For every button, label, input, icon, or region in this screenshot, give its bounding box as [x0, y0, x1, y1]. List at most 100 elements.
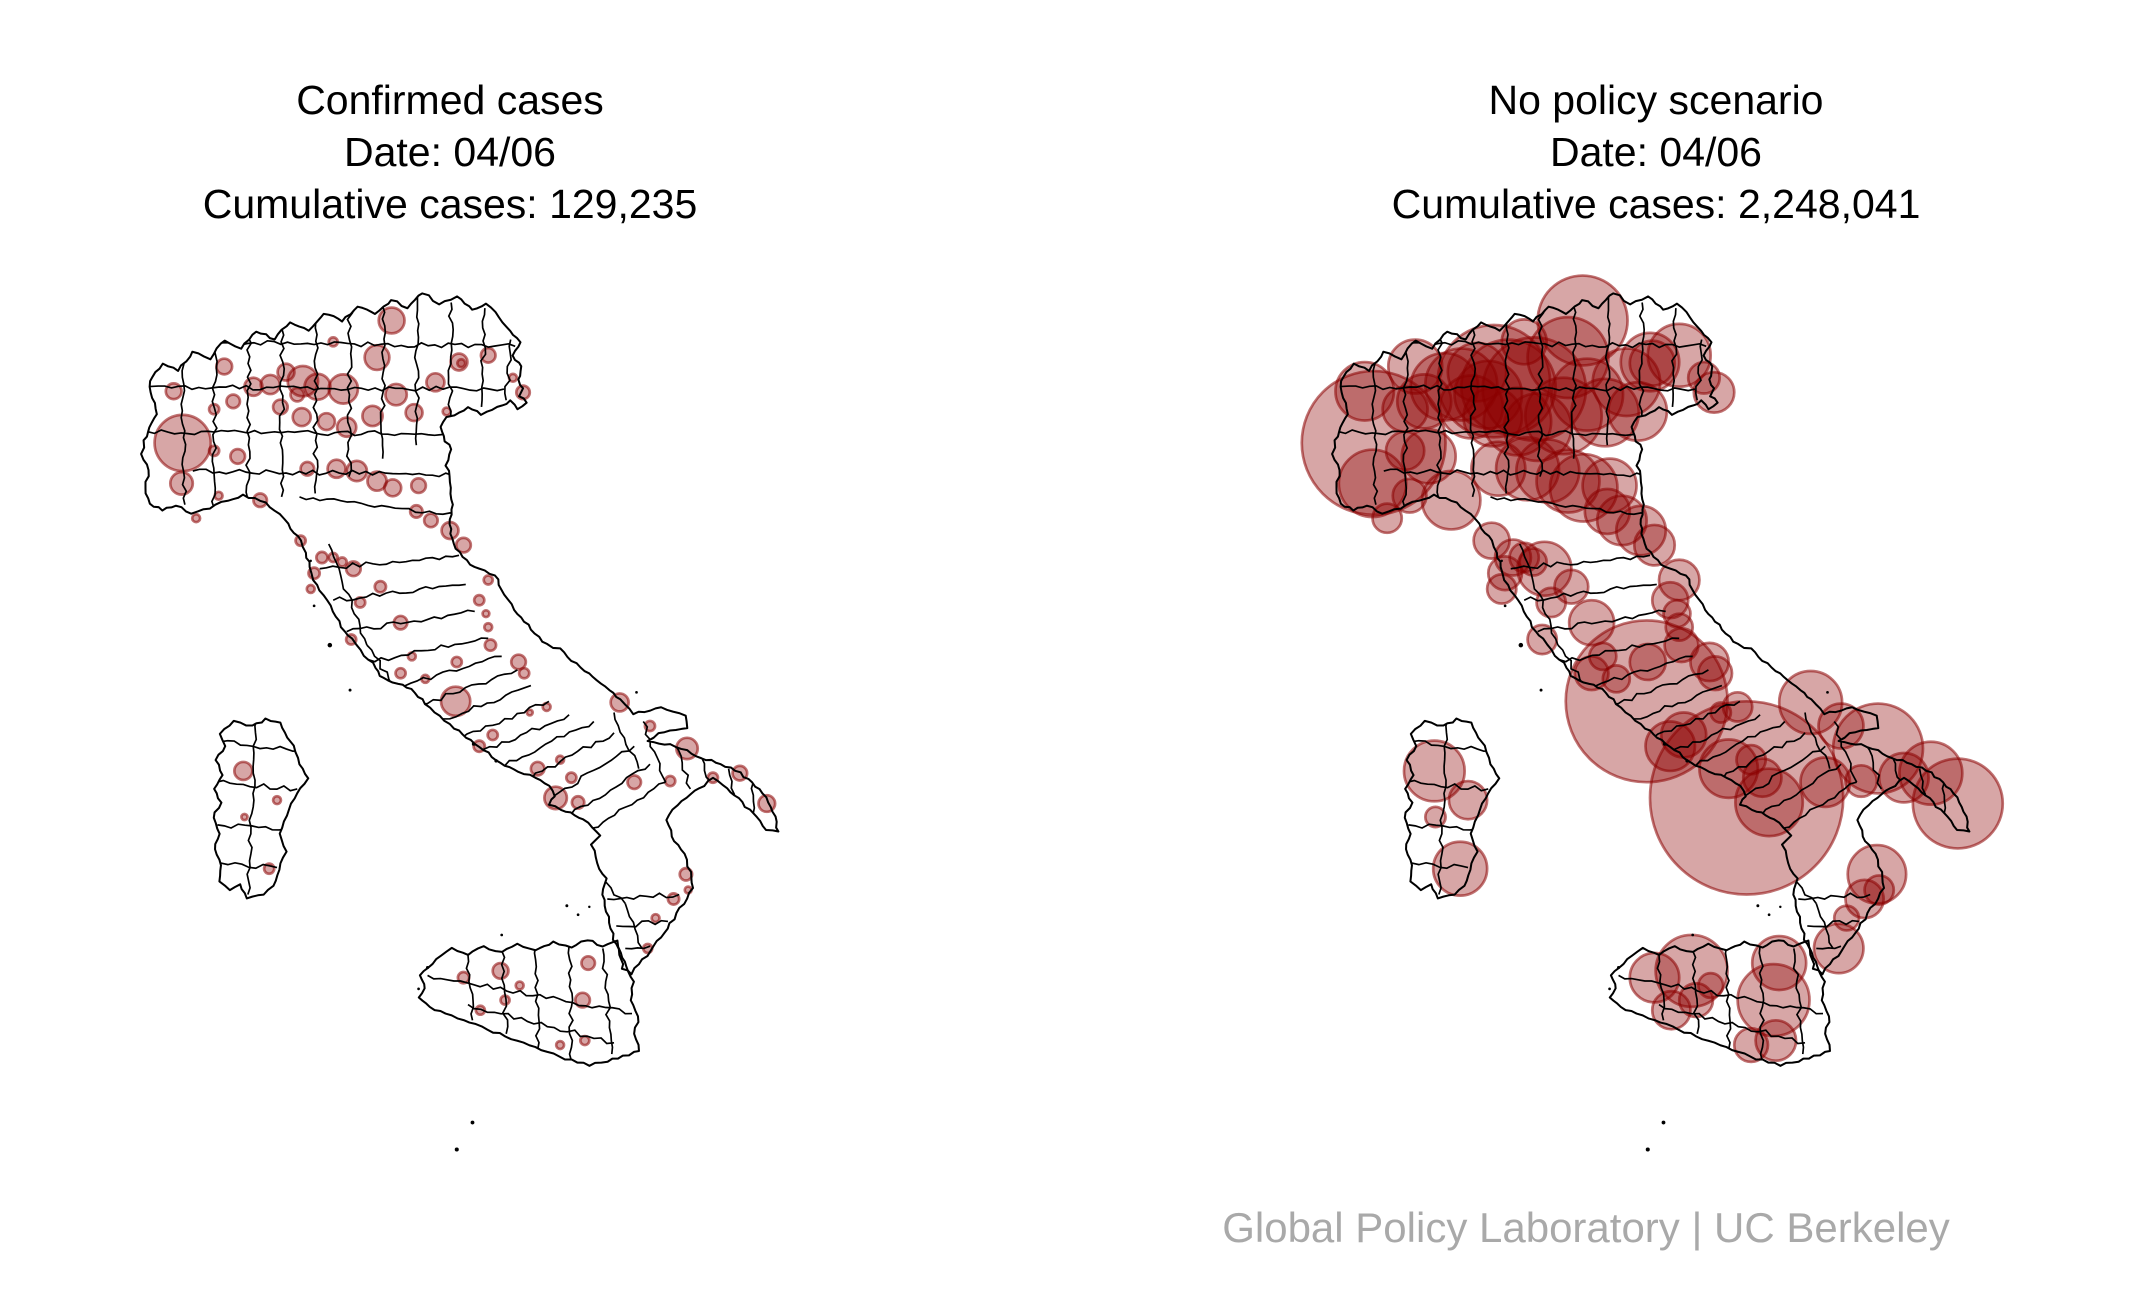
case-bubble [225, 393, 242, 410]
case-bubble [1526, 315, 1610, 400]
case-bubble [373, 579, 388, 594]
case-bubble [336, 556, 349, 568]
islet-dot [1645, 1147, 1650, 1152]
islet-dot [1500, 559, 1503, 563]
islet-dot [1503, 604, 1507, 608]
case-bubble [289, 386, 306, 403]
case-bubble [573, 991, 592, 1009]
islet-dot [1608, 987, 1611, 991]
case-bubble [509, 653, 528, 671]
case-bubble [486, 728, 500, 742]
islet-dot [417, 987, 420, 991]
case-bubble [1518, 547, 1549, 577]
case-bubble [1844, 763, 1879, 799]
case-bubble [525, 708, 535, 717]
case-bubble [450, 655, 464, 669]
islet-dot [327, 642, 333, 648]
case-bubble [609, 692, 630, 713]
case-bubble [271, 398, 290, 416]
case-bubble [626, 774, 643, 791]
confirmed-date: Date: 04/06 [344, 129, 556, 175]
islet-dot [588, 905, 591, 909]
confirmed-title: Confirmed cases [296, 77, 604, 123]
case-bubble [190, 512, 202, 524]
no-policy-panel-title: No policy scenario Date: 04/06 Cumulativ… [1306, 74, 2006, 230]
italy-map-no-policy-scenario [1300, 274, 2005, 1152]
case-bubble [215, 357, 234, 376]
case-bubble [425, 371, 446, 393]
islet-dot [309, 559, 312, 563]
islet-dot [494, 759, 498, 763]
italy-map-confirmed-cases [140, 292, 780, 1152]
islet-dot [312, 604, 316, 608]
case-bubble [404, 402, 424, 423]
case-bubble [1812, 922, 1865, 975]
case-bubble [1632, 523, 1677, 567]
case-bubble [276, 362, 296, 382]
case-bubble [1485, 573, 1518, 605]
case-bubble [663, 774, 677, 788]
islet-dot [1518, 642, 1524, 648]
case-bubble [491, 961, 510, 981]
islet-dot [348, 688, 352, 692]
case-bubble [1431, 840, 1489, 897]
case-bubble [517, 666, 531, 680]
islet-dot [1661, 1120, 1666, 1125]
attribution-text: Global Policy Laboratory | UC Berkeley [1222, 1204, 1950, 1251]
case-bubble [315, 550, 329, 565]
case-bubble [259, 373, 282, 396]
case-bubble [326, 458, 347, 480]
case-bubble [1754, 1018, 1798, 1063]
islet-dot [1756, 904, 1760, 908]
case-bubble [650, 912, 661, 924]
islet-dot [576, 913, 580, 917]
islet-dot [425, 965, 430, 970]
case-bubble [482, 574, 495, 586]
islet-dot [1685, 759, 1689, 763]
case-bubble [316, 411, 337, 432]
case-bubble [422, 512, 440, 529]
case-bubble [564, 771, 578, 785]
case-bubble [482, 621, 494, 633]
case-bubble [305, 583, 317, 595]
case-bubble [554, 754, 566, 765]
islet-dot [1767, 913, 1771, 917]
case-bubble [409, 476, 428, 495]
case-bubble [483, 638, 498, 653]
islet-dot [1691, 933, 1695, 937]
case-bubble [1696, 971, 1725, 1000]
case-bubbles-layer [1300, 274, 2005, 1064]
islet-dot [1616, 965, 1621, 970]
coastline-layer [1331, 292, 1971, 1152]
islet-dot [454, 1147, 459, 1152]
confirmed-cumulative: Cumulative cases: 129,235 [202, 181, 698, 227]
case-bubble [408, 503, 424, 519]
islet-dot [635, 690, 638, 694]
coastline-layer [140, 292, 780, 1152]
case-bubble [1817, 702, 1865, 750]
case-bubble [271, 794, 283, 806]
case-bubble [1628, 642, 1668, 682]
case-bubble [345, 459, 369, 483]
province-borders-layer [144, 296, 756, 1061]
case-bubble [1371, 502, 1404, 535]
case-bubble [1447, 779, 1489, 821]
no-policy-cumulative: Cumulative cases: 2,248,041 [1391, 181, 1921, 227]
confirmed-panel-title: Confirmed cases Date: 04/06 Cumulative c… [100, 74, 800, 230]
no-policy-date: Date: 04/06 [1550, 129, 1762, 175]
islet-dot [1779, 905, 1782, 909]
case-bubble [1911, 757, 2005, 850]
case-bubble [529, 760, 546, 777]
case-bubble [1535, 586, 1568, 619]
case-bubble [382, 478, 403, 498]
case-bubble [1549, 357, 1625, 432]
islet-dot [470, 1120, 475, 1125]
islet-dot [500, 933, 504, 937]
case-bubble [232, 760, 254, 782]
islet-dot [565, 904, 569, 908]
islet-dot [1539, 688, 1543, 692]
case-bubble [455, 357, 467, 369]
case-bubble [479, 346, 497, 364]
islet-dot [1662, 742, 1667, 746]
case-bubble [168, 470, 195, 496]
